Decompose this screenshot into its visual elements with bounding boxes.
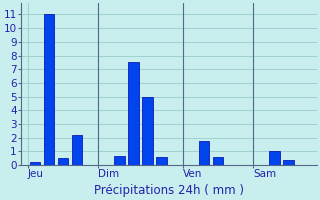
Bar: [199, 141, 209, 165]
Bar: [213, 157, 223, 165]
Bar: [269, 151, 280, 165]
Bar: [30, 162, 40, 165]
Bar: [72, 135, 83, 165]
Bar: [114, 156, 125, 165]
Bar: [142, 97, 153, 165]
X-axis label: Précipitations 24h ( mm ): Précipitations 24h ( mm ): [94, 184, 244, 197]
Bar: [44, 14, 54, 165]
Bar: [156, 157, 167, 165]
Bar: [58, 158, 68, 165]
Bar: [283, 160, 294, 165]
Bar: [128, 62, 139, 165]
